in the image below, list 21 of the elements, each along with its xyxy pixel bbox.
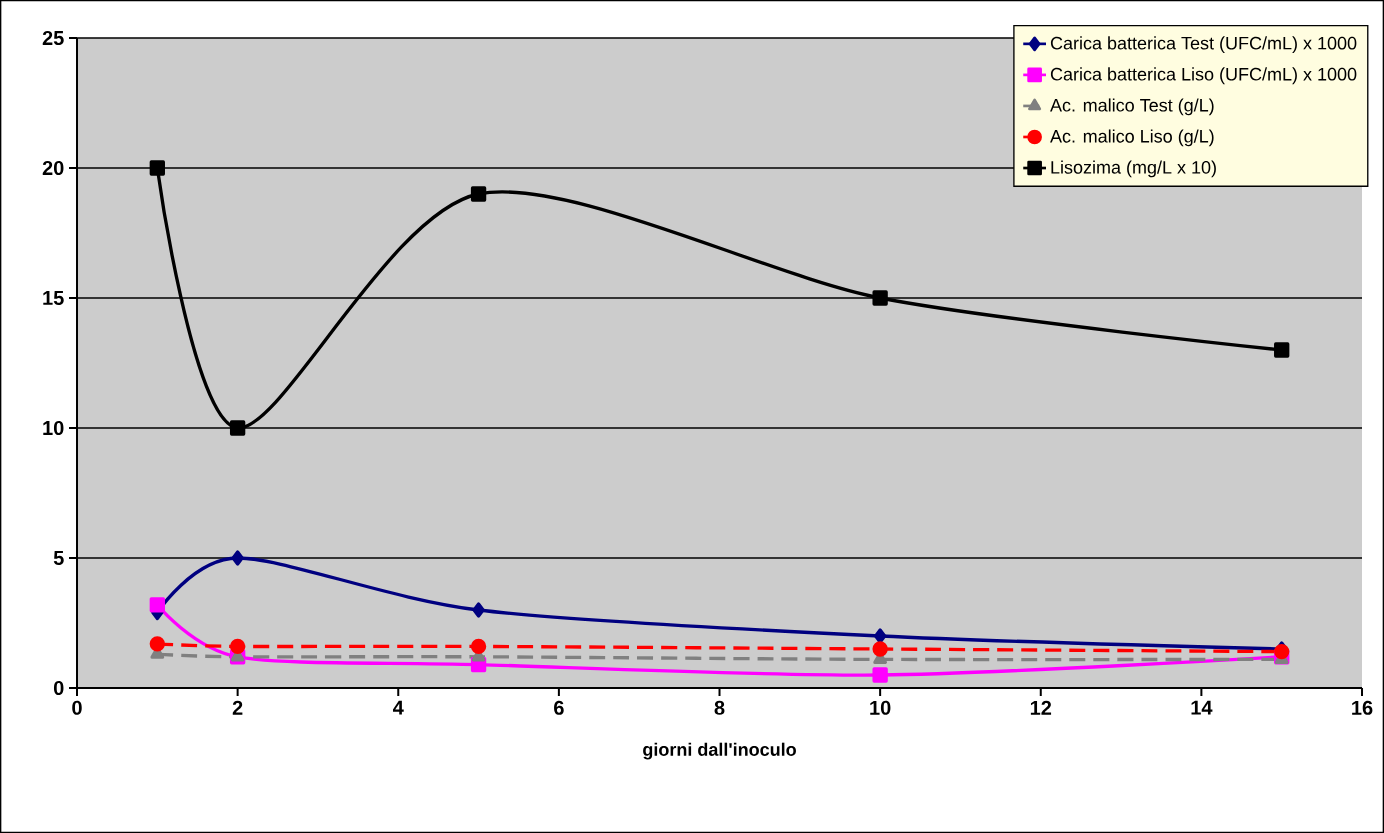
y-tick-label: 15	[43, 291, 64, 305]
y-tick-label: 25	[42, 30, 64, 46]
y-tick-label: 0	[53, 680, 64, 696]
x-tick-label: 12	[1030, 700, 1052, 715]
legend-label: Carica batterica Test (UFC/mL) x 1000	[1050, 36, 1357, 54]
x-tick-label: 10	[870, 700, 891, 715]
y-tick-label: 20	[42, 160, 64, 176]
x-tick-label: 0	[72, 700, 82, 715]
y-tick-label: 10	[43, 420, 64, 436]
legend-label: Ac. malico Liso (g/L)	[1050, 129, 1214, 147]
x-tick-label: 4	[392, 700, 404, 715]
x-tick-label: 6	[554, 700, 564, 715]
y-tick-label: 5	[53, 551, 64, 565]
x-tick-label: 16	[1352, 700, 1373, 715]
legend-label: Lisozima (mg/L x 10)	[1051, 160, 1216, 178]
x-tick-label: 14	[1191, 700, 1213, 715]
legend-label: Carica batterica Liso (UFC/mL) x 1000	[1050, 67, 1357, 85]
x-axis-title: giorni dall'inoculo	[643, 742, 796, 760]
x-tick-label: 8	[714, 700, 725, 715]
x-tick-label: 2	[232, 700, 243, 715]
legend-label: Ac. malico Test (g/L)	[1050, 98, 1214, 116]
